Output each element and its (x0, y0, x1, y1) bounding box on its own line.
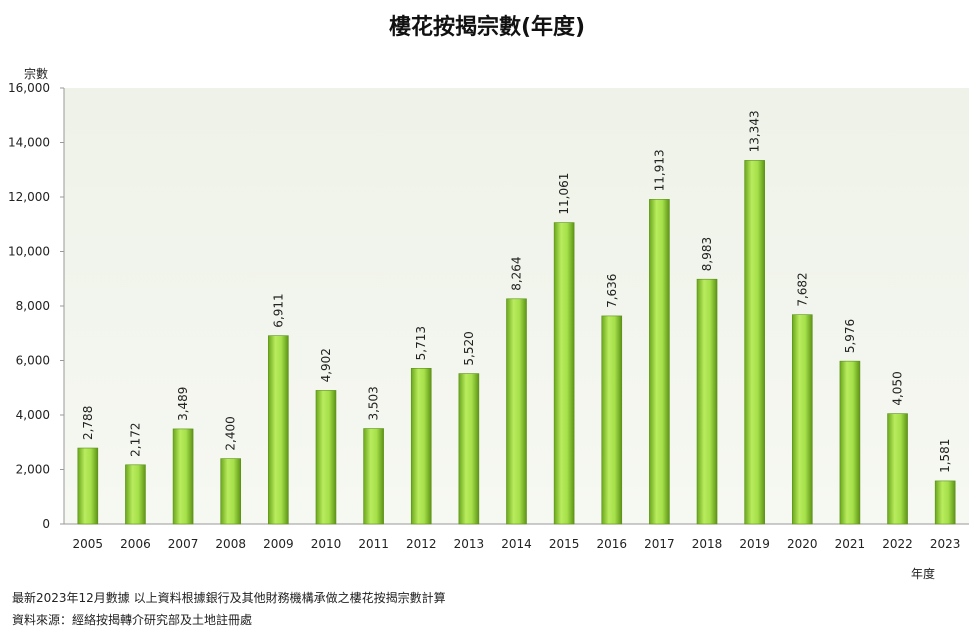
value-label: 8,264 (510, 256, 524, 290)
chart-title: 樓花按揭宗數(年度) (389, 14, 585, 40)
value-label: 3,489 (176, 387, 190, 421)
x-tick-label: 2013 (454, 537, 485, 551)
y-tick-label: 14,000 (8, 136, 50, 150)
value-label: 2,172 (128, 422, 142, 456)
y-tick-label: 2,000 (16, 463, 50, 477)
x-tick-label: 2016 (596, 537, 627, 551)
y-axis-label: 宗數 (24, 66, 48, 81)
x-tick-label: 2021 (835, 537, 866, 551)
bar-2018 (696, 278, 718, 525)
data-source: 資料來源：經絡按揭轉介研究部及土地註冊處 (12, 613, 253, 627)
y-tick-label: 8,000 (16, 299, 50, 313)
value-label: 5,976 (843, 319, 857, 353)
value-label: 1,581 (938, 439, 952, 473)
x-tick-label: 2023 (930, 537, 961, 551)
x-tick-label: 2017 (644, 537, 675, 551)
value-label: 5,713 (414, 326, 428, 360)
bar-2011 (363, 428, 384, 525)
value-label: 8,983 (700, 237, 714, 271)
bar-2007 (172, 428, 194, 525)
x-tick-label: 2005 (73, 537, 104, 551)
bar-2015 (553, 222, 575, 525)
value-label: 7,682 (795, 272, 809, 306)
x-axis-label: 年度 (911, 566, 935, 581)
y-tick-label: 4,000 (16, 408, 50, 422)
x-tick-label: 2008 (215, 537, 246, 551)
bar-2017 (649, 199, 670, 525)
x-tick-label: 2007 (168, 537, 199, 551)
bar-2019 (744, 160, 765, 525)
x-tick-label: 2010 (311, 537, 342, 551)
x-tick-label: 2009 (263, 537, 294, 551)
y-tick-label: 10,000 (8, 245, 50, 259)
bar-2020 (791, 314, 813, 525)
x-tick-label: 2020 (787, 537, 818, 551)
x-tick-label: 2011 (358, 537, 389, 551)
bar-2016 (601, 315, 623, 525)
value-label: 7,636 (605, 274, 619, 308)
bar-2014 (506, 298, 527, 525)
value-label: 4,902 (319, 348, 333, 382)
x-tick-label: 2018 (692, 537, 723, 551)
x-tick-label: 2006 (120, 537, 151, 551)
bar-2008 (220, 458, 242, 525)
bar-2009 (268, 335, 289, 525)
y-tick-label: 12,000 (8, 190, 50, 204)
bar-2021 (839, 360, 861, 525)
bar-2006 (125, 464, 146, 525)
y-tick-label: 16,000 (8, 81, 50, 95)
y-tick-label: 0 (42, 517, 50, 531)
x-tick-label: 2012 (406, 537, 437, 551)
bar-2013 (458, 373, 480, 525)
x-tick-label: 2014 (501, 537, 532, 551)
value-label: 3,503 (367, 386, 381, 420)
bar-2012 (410, 368, 432, 525)
x-tick-label: 2015 (549, 537, 580, 551)
data-note: 最新2023年12月數據 以上資料根據銀行及其他財務機構承做之樓花按揭宗數計算 (12, 591, 446, 605)
bar-2010 (315, 390, 337, 525)
value-label: 13,343 (748, 110, 762, 152)
value-label: 2,788 (81, 406, 95, 440)
x-tick-label: 2019 (739, 537, 770, 551)
value-label: 2,400 (224, 416, 238, 450)
value-label: 5,520 (462, 331, 476, 365)
value-label: 11,061 (557, 173, 571, 215)
value-label: 4,050 (891, 371, 905, 405)
bar-2023 (934, 480, 956, 525)
value-label: 6,911 (271, 293, 285, 327)
x-tick-label: 2022 (882, 537, 913, 551)
bar-2022 (887, 413, 908, 525)
bar-2005 (77, 447, 99, 525)
value-label: 11,913 (652, 149, 666, 191)
y-tick-label: 6,000 (16, 354, 50, 368)
